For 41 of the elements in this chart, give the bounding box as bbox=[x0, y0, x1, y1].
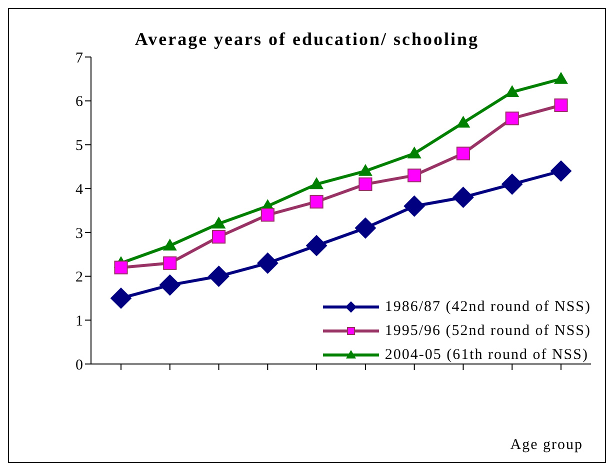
point bbox=[505, 112, 519, 126]
point bbox=[162, 238, 177, 250]
y-tick-label: 4 bbox=[76, 182, 84, 198]
y-tick-label: 6 bbox=[76, 94, 84, 110]
point bbox=[358, 164, 372, 176]
point bbox=[404, 196, 425, 217]
point bbox=[114, 260, 128, 274]
point bbox=[358, 177, 372, 191]
chart-title: Average years of education/ schooling bbox=[134, 29, 480, 50]
point bbox=[159, 274, 180, 296]
legend-label: 2004-05 (61th round of NSS) bbox=[384, 346, 588, 364]
point bbox=[554, 98, 568, 112]
y-tick-label: 7 bbox=[76, 50, 84, 66]
point bbox=[212, 230, 226, 244]
x-axis-title: Age group bbox=[510, 437, 583, 454]
point bbox=[310, 194, 324, 209]
y-tick-label: 2 bbox=[76, 270, 83, 286]
point bbox=[257, 252, 278, 274]
point bbox=[407, 146, 422, 158]
point bbox=[354, 218, 376, 239]
point bbox=[208, 266, 230, 287]
point bbox=[260, 208, 274, 222]
point bbox=[110, 288, 132, 309]
point bbox=[163, 256, 177, 270]
point bbox=[212, 216, 226, 229]
y-tick-label: 1 bbox=[76, 313, 83, 330]
legend-label: 1995/96 (52nd round of NSS) bbox=[384, 322, 591, 340]
point bbox=[452, 186, 474, 208]
point bbox=[408, 168, 422, 182]
legend-label: 1986/87 (42nd round of NSS) bbox=[384, 298, 591, 316]
point bbox=[554, 72, 568, 84]
y-tick-label: 5 bbox=[76, 138, 83, 154]
point bbox=[310, 177, 324, 190]
y-tick-label: 0 bbox=[76, 357, 83, 374]
point bbox=[505, 85, 520, 97]
y-tick-label: 3 bbox=[76, 226, 83, 242]
point bbox=[502, 174, 523, 195]
point bbox=[456, 146, 470, 160]
point bbox=[456, 116, 470, 128]
point bbox=[306, 235, 328, 256]
point bbox=[550, 160, 572, 182]
